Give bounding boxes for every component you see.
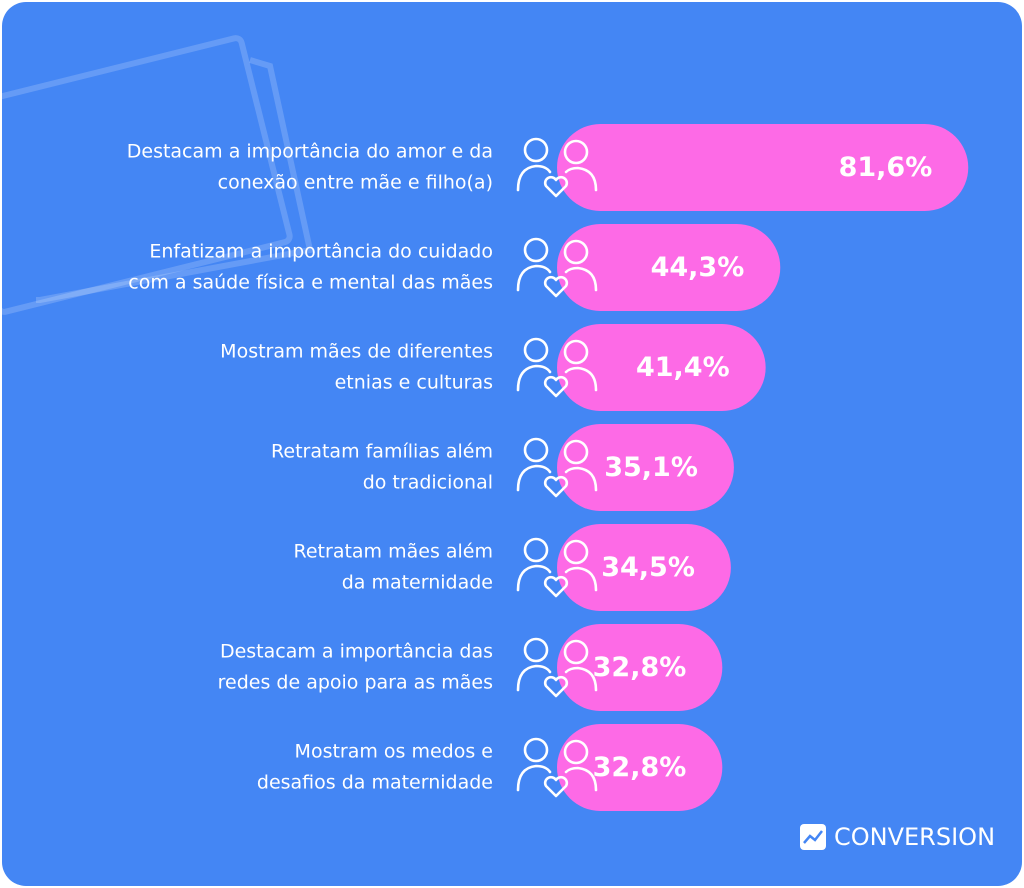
row-icon [516,737,598,798]
category-label: Enfatizam a importância do cuidado [149,241,493,263]
decoration [0,35,314,315]
icons [516,137,598,798]
logo-mark [803,830,823,844]
category-label: etnias e culturas [335,372,493,394]
category-label: Retratam mães além [294,541,493,563]
labels: 81,6% Destacam a importância do amor e da… [127,141,933,794]
value-label: 41,4% [636,352,730,383]
row-icon [516,237,598,298]
row-icon [516,337,598,398]
brand-name: CONVERSION [834,823,995,851]
category-label: Destacam a importância do amor e da [127,141,493,163]
category-label: da maternidade [342,572,493,594]
category-label: Destacam a importância das [220,641,493,663]
category-label: Mostram mães de diferentes [220,341,493,363]
category-label: com a saúde física e mental das mães [128,272,493,294]
row-icon [516,537,598,598]
value-label: 81,6% [839,152,933,183]
value-label: 34,5% [601,552,695,583]
bar [557,124,969,211]
value-label: 44,3% [651,252,745,283]
category-label: Retratam famílias além [271,441,493,463]
category-label: redes de apoio para as mães [218,672,493,694]
row-icon [516,137,598,198]
value-label: 32,8% [593,752,687,783]
row-icon [516,437,598,498]
value-label: 32,8% [593,652,687,683]
bars [557,124,969,811]
value-label: 35,1% [604,452,698,483]
category-label: Mostram os medos e [295,741,493,763]
category-label: desafios da maternidade [257,772,493,794]
bar [557,724,723,811]
bar [557,424,734,511]
category-label: conexão entre mãe e filho(a) [218,172,493,194]
bar [557,224,781,311]
row-icon [516,637,598,698]
bar [557,524,731,611]
category-label: do tradicional [363,472,493,494]
bar [557,324,766,411]
bar [557,624,723,711]
brand-logo: CONVERSION [800,823,995,851]
